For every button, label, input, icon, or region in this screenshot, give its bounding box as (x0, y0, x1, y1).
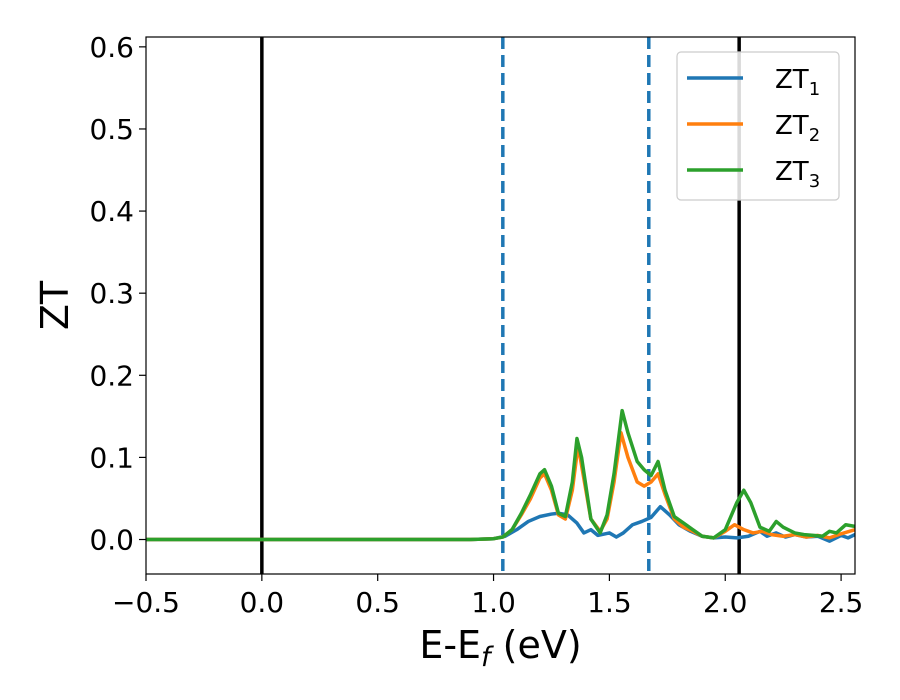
y-tick-label: 0.0 (89, 524, 134, 557)
legend-entry-name: ZT (775, 65, 809, 95)
x-tick-label: −0.5 (112, 586, 180, 619)
legend-entry-2: ZT2 (775, 111, 820, 146)
legend-entry-name: ZT (775, 111, 809, 141)
x-axis-label-unit: (eV) (491, 623, 582, 667)
y-tick-label: 0.6 (89, 31, 134, 64)
y-tick-label: 0.4 (89, 195, 134, 228)
y-tick-label: 0.3 (89, 277, 134, 310)
x-tick-label: 2.5 (819, 586, 864, 619)
y-tick-label: 0.2 (89, 359, 134, 392)
x-axis-label-main: E-E (419, 623, 481, 667)
x-tick-label: 0.0 (240, 586, 285, 619)
axes-frame (145, 36, 856, 575)
x-tick-label: 2.0 (703, 586, 748, 619)
legend-entry-subscript: 3 (809, 171, 820, 192)
y-tick-label: 0.1 (89, 441, 134, 474)
legend-box (676, 51, 840, 201)
y-axis-label: ZT (33, 280, 77, 330)
legend-entry-3: ZT3 (775, 157, 820, 192)
y-tick-label: 0.5 (89, 113, 134, 146)
legend-entry-subscript: 2 (809, 125, 820, 146)
legend-entry-subscript: 1 (809, 79, 820, 100)
x-tick-label: 1.0 (471, 586, 516, 619)
x-axis-label: E-Ef (eV) (419, 623, 581, 673)
legend-entry-1: ZT1 (775, 65, 820, 100)
legend-entry-name: ZT (775, 157, 809, 187)
series-line-2 (146, 431, 855, 542)
x-tick-label: 0.5 (355, 586, 400, 619)
x-tick-label: 1.5 (587, 586, 632, 619)
axes: −0.5 0.0 0.5 1.0 1.5 2.0 2.5 0.0 0.1 0.2 0.3 0.4 0.5… (33, 31, 863, 673)
series-line-3 (146, 408, 855, 542)
